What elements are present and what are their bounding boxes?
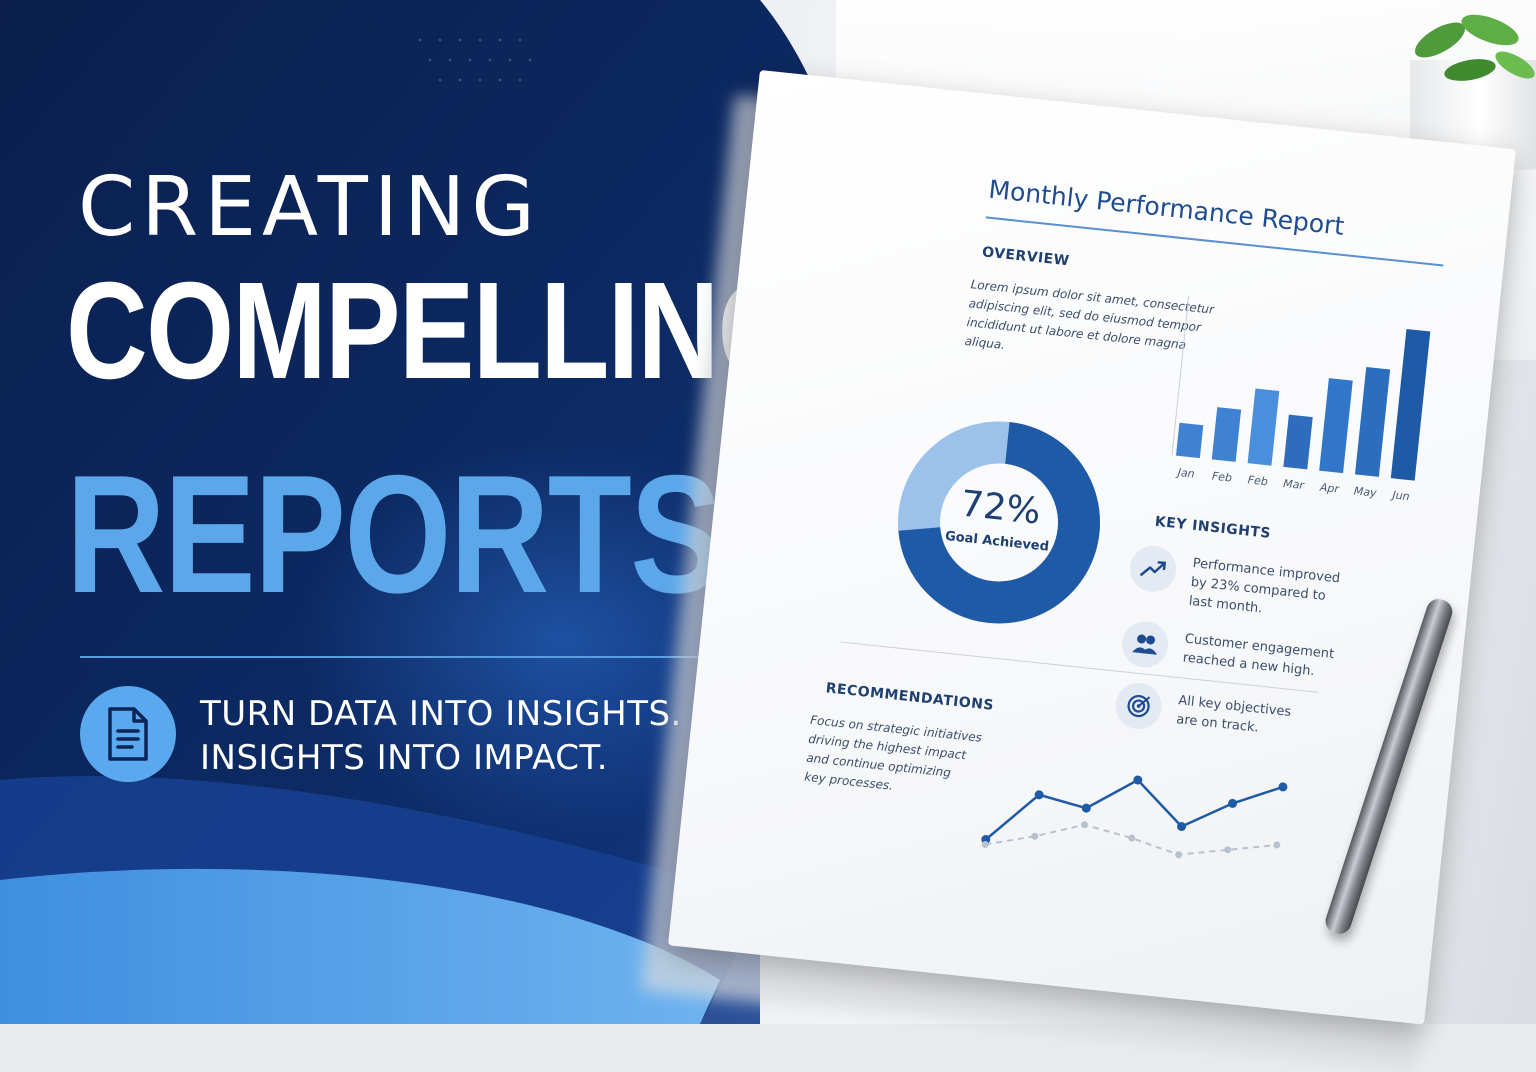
donut-value: 72%: [959, 483, 1043, 532]
bar-tick-label: Jan: [1175, 466, 1195, 481]
goal-donut-chart: 72% Goal Achieved: [898, 421, 1101, 624]
insight-item: All key objectives are on track.: [1113, 680, 1292, 745]
insight-icon-wrap: [1113, 680, 1164, 732]
line-point: [981, 840, 989, 848]
line-point: [1273, 841, 1281, 849]
bar-tick-label: May: [1353, 484, 1377, 499]
overview-heading: OVERVIEW: [981, 244, 1071, 270]
bar: [1247, 388, 1280, 466]
plant-leaves: [1415, 14, 1535, 81]
line-series: [985, 778, 1284, 841]
bar-tick-label: Apr: [1318, 481, 1341, 496]
tagline-line1: TURN DATA INTO INSIGHTS.: [200, 694, 682, 734]
report-sheet: Monthly Performance Report OVERVIEW Lore…: [668, 70, 1516, 1025]
donut-label: Goal Achieved: [944, 529, 1049, 555]
bar-chart: Jan Feb Feb Mar Apr May Jun: [1171, 295, 1431, 503]
line-point: [1224, 846, 1232, 854]
bar: [1390, 328, 1431, 481]
line-point: [1175, 851, 1183, 859]
bar: [1211, 407, 1242, 462]
hero-divider: [80, 656, 720, 658]
key-insights-heading: KEY INSIGHTS: [1154, 513, 1272, 542]
line-chart: [981, 775, 1288, 859]
hero-title-line2: COMPELLING: [66, 254, 806, 408]
recommendations-heading: RECOMMENDATIONS: [824, 680, 995, 714]
line-point: [1034, 790, 1044, 800]
recommendations-text: Focus on strategic initiatives driving t…: [803, 711, 983, 805]
bar: [1319, 378, 1353, 474]
bar: [1283, 414, 1313, 470]
insight-icon-wrap: [1119, 619, 1171, 670]
line-point: [1081, 803, 1091, 813]
bar-tick-label: Mar: [1283, 477, 1306, 492]
hero-title-line1: CREATING: [78, 160, 541, 255]
bar-tick-label: Jun: [1390, 488, 1410, 503]
trend-up-icon: [1140, 561, 1167, 576]
insight-text: Customer engagement reached a new high.: [1182, 626, 1336, 683]
line-point: [1228, 798, 1238, 808]
bar: [1354, 367, 1391, 477]
line-point: [1177, 822, 1187, 832]
bar-axis: [1171, 295, 1190, 456]
bar: [1175, 422, 1204, 459]
line-point: [1031, 832, 1039, 840]
users-icon: [1132, 634, 1158, 655]
document-icon: [108, 707, 148, 761]
document-badge: [80, 686, 176, 782]
line-point: [1128, 834, 1136, 842]
tagline: TURN DATA INTO INSIGHTS. INSIGHTS INTO I…: [200, 692, 682, 780]
line-point: [1133, 775, 1143, 785]
insight-text: All key objectives are on track.: [1175, 687, 1292, 741]
bar-tick-label: Feb: [1247, 473, 1268, 488]
insight-item: Customer engagement reached a new high.: [1119, 619, 1336, 687]
hero-title-line3: REPORTS: [66, 440, 722, 628]
report-title: Monthly Performance Report: [987, 174, 1346, 241]
target-icon: [1127, 694, 1151, 718]
insight-icon-wrap: [1127, 543, 1179, 595]
line-point: [1081, 821, 1089, 829]
line-series: [985, 823, 1277, 856]
tagline-line2: INSIGHTS INTO IMPACT.: [200, 738, 609, 778]
insight-text: Performance improved by 23% compared to …: [1188, 550, 1342, 626]
line-point: [1278, 782, 1288, 792]
bar-tick-label: Feb: [1211, 470, 1232, 485]
insight-item: Performance improved by 23% compared to …: [1126, 543, 1342, 627]
